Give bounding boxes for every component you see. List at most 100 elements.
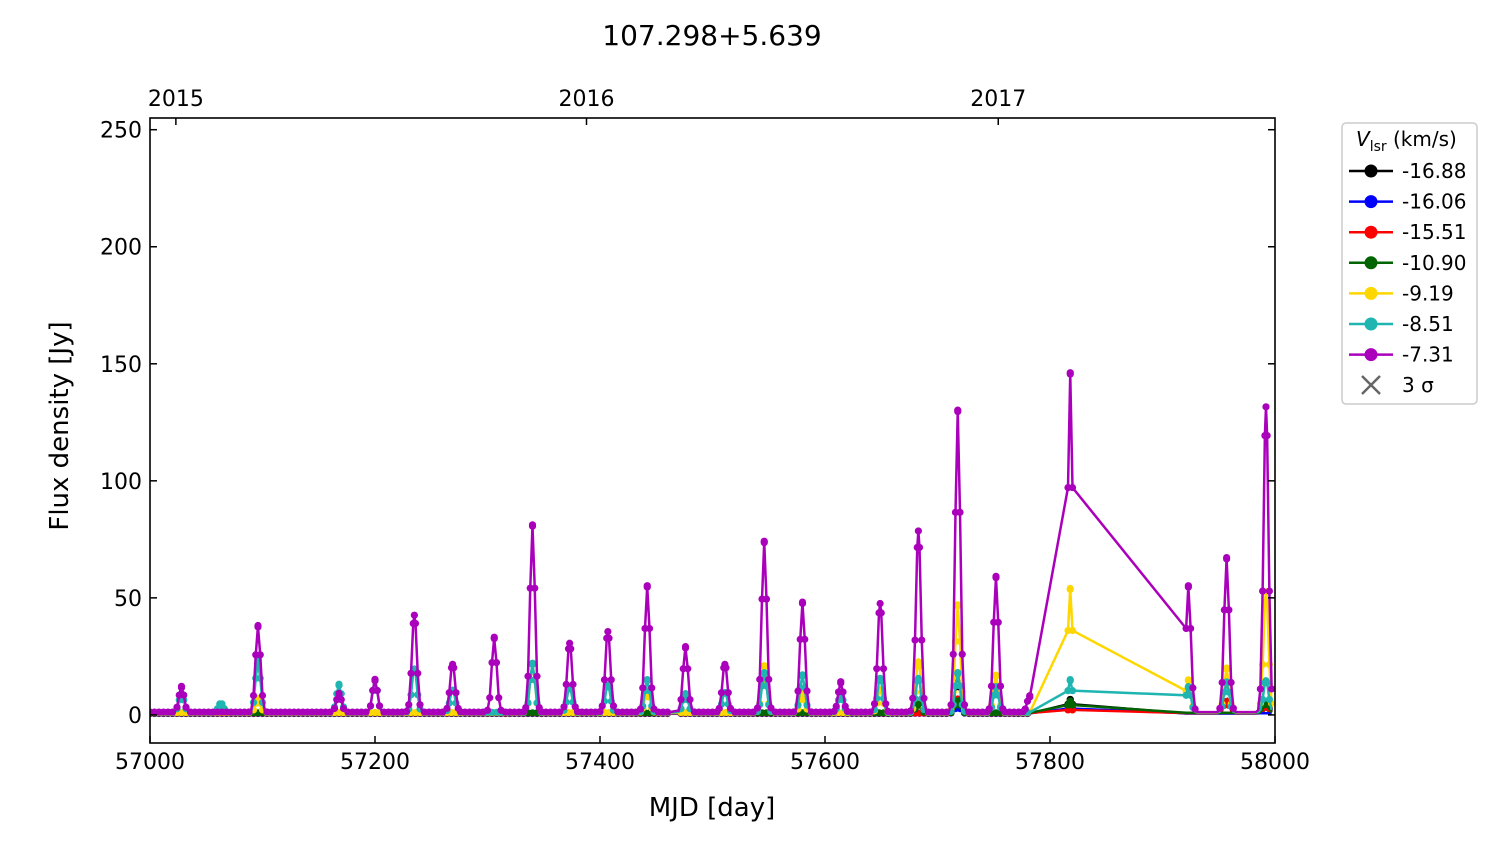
data-point xyxy=(879,665,888,673)
y-axis-label: Flux density [Jy] xyxy=(45,321,75,530)
data-point xyxy=(954,602,962,610)
data-point xyxy=(249,691,258,700)
data-point xyxy=(914,527,922,535)
data-point xyxy=(996,682,1005,690)
legend-entry: -9.19 xyxy=(1349,281,1454,305)
data-point xyxy=(762,595,771,603)
data-point xyxy=(876,599,884,608)
data-point xyxy=(405,701,413,709)
y-tick-label: 50 xyxy=(114,587,142,612)
data-point xyxy=(604,627,612,636)
data-point xyxy=(490,634,498,643)
data-point xyxy=(992,574,1000,582)
data-point xyxy=(949,650,957,658)
data-point xyxy=(985,705,993,713)
data-point xyxy=(1223,665,1231,673)
data-point xyxy=(794,687,802,695)
data-point xyxy=(524,672,532,680)
data-point xyxy=(492,658,501,667)
data-point xyxy=(173,703,181,711)
y-tick-label: 250 xyxy=(100,119,142,144)
data-point xyxy=(803,687,811,695)
x-tick-label: 57400 xyxy=(565,750,635,775)
data-point xyxy=(1191,705,1199,713)
data-point xyxy=(1262,403,1270,411)
data-point xyxy=(1184,677,1192,685)
data-point xyxy=(1227,678,1235,687)
data-point xyxy=(1184,583,1192,591)
legend-marker xyxy=(1364,225,1378,239)
data-point xyxy=(715,704,723,712)
data-point xyxy=(942,708,951,716)
data-point xyxy=(373,686,381,695)
data-point xyxy=(562,680,570,688)
plot-marks xyxy=(150,369,1275,718)
data-point xyxy=(760,663,768,671)
data-point xyxy=(906,707,915,715)
data-point xyxy=(567,645,575,653)
data-point xyxy=(958,650,966,658)
data-point xyxy=(522,703,530,712)
data-point xyxy=(598,702,606,710)
data-point xyxy=(1068,687,1077,695)
data-point xyxy=(873,665,881,673)
top-tick-label: 2015 xyxy=(148,87,204,112)
data-point xyxy=(483,706,492,714)
legend-label: 3 σ xyxy=(1402,373,1434,397)
data-point xyxy=(1026,693,1034,701)
data-point xyxy=(256,651,264,659)
data-point xyxy=(1068,701,1077,709)
data-point xyxy=(987,682,996,690)
data-point xyxy=(1265,587,1273,595)
data-point xyxy=(531,584,539,592)
data-point xyxy=(362,708,370,716)
legend-label: -15.51 xyxy=(1402,220,1466,244)
series--9.19 xyxy=(150,584,1275,717)
data-point xyxy=(607,676,615,684)
data-point xyxy=(1259,695,1267,704)
x-tick-label: 57000 xyxy=(115,750,185,775)
data-point xyxy=(956,682,964,690)
data-point xyxy=(954,407,962,416)
data-point xyxy=(495,694,503,702)
legend-marker xyxy=(1364,256,1378,270)
data-point xyxy=(1229,704,1237,712)
legend-entry: -15.51 xyxy=(1349,220,1466,244)
data-point xyxy=(528,522,537,530)
data-point xyxy=(1068,483,1077,492)
data-point xyxy=(686,695,694,704)
data-point xyxy=(915,677,924,685)
legend-label: -8.51 xyxy=(1402,312,1454,336)
data-point xyxy=(443,704,451,712)
legend-marker xyxy=(1364,348,1378,362)
data-point xyxy=(1263,679,1271,687)
legend-entry: -7.31 xyxy=(1349,343,1454,367)
data-point xyxy=(681,644,690,652)
data-point xyxy=(1216,704,1224,712)
data-point xyxy=(337,696,345,704)
data-point xyxy=(450,664,458,672)
data-point xyxy=(947,701,955,709)
legend-entry-sigma: 3 σ xyxy=(1361,373,1434,397)
data-point xyxy=(1256,685,1264,693)
data-point xyxy=(837,679,845,687)
data-point xyxy=(639,684,647,692)
series-line xyxy=(150,588,1273,714)
plot-frame xyxy=(149,117,1276,744)
data-point xyxy=(366,702,375,710)
data-point xyxy=(832,702,840,710)
x-axis-label: MJD [day] xyxy=(649,793,776,823)
data-point xyxy=(677,695,685,704)
data-point xyxy=(877,609,885,617)
data-point xyxy=(414,669,422,677)
x-tick-label: 58000 xyxy=(1240,750,1310,775)
data-point xyxy=(1187,624,1195,633)
data-point xyxy=(182,703,190,711)
data-point xyxy=(724,689,732,697)
y-tick-label: 150 xyxy=(100,353,142,378)
data-point xyxy=(1225,606,1233,614)
x-tick-label: 57200 xyxy=(340,750,410,775)
legend-marker xyxy=(1364,195,1378,209)
data-point xyxy=(882,700,890,708)
legend-marker xyxy=(1364,286,1378,300)
